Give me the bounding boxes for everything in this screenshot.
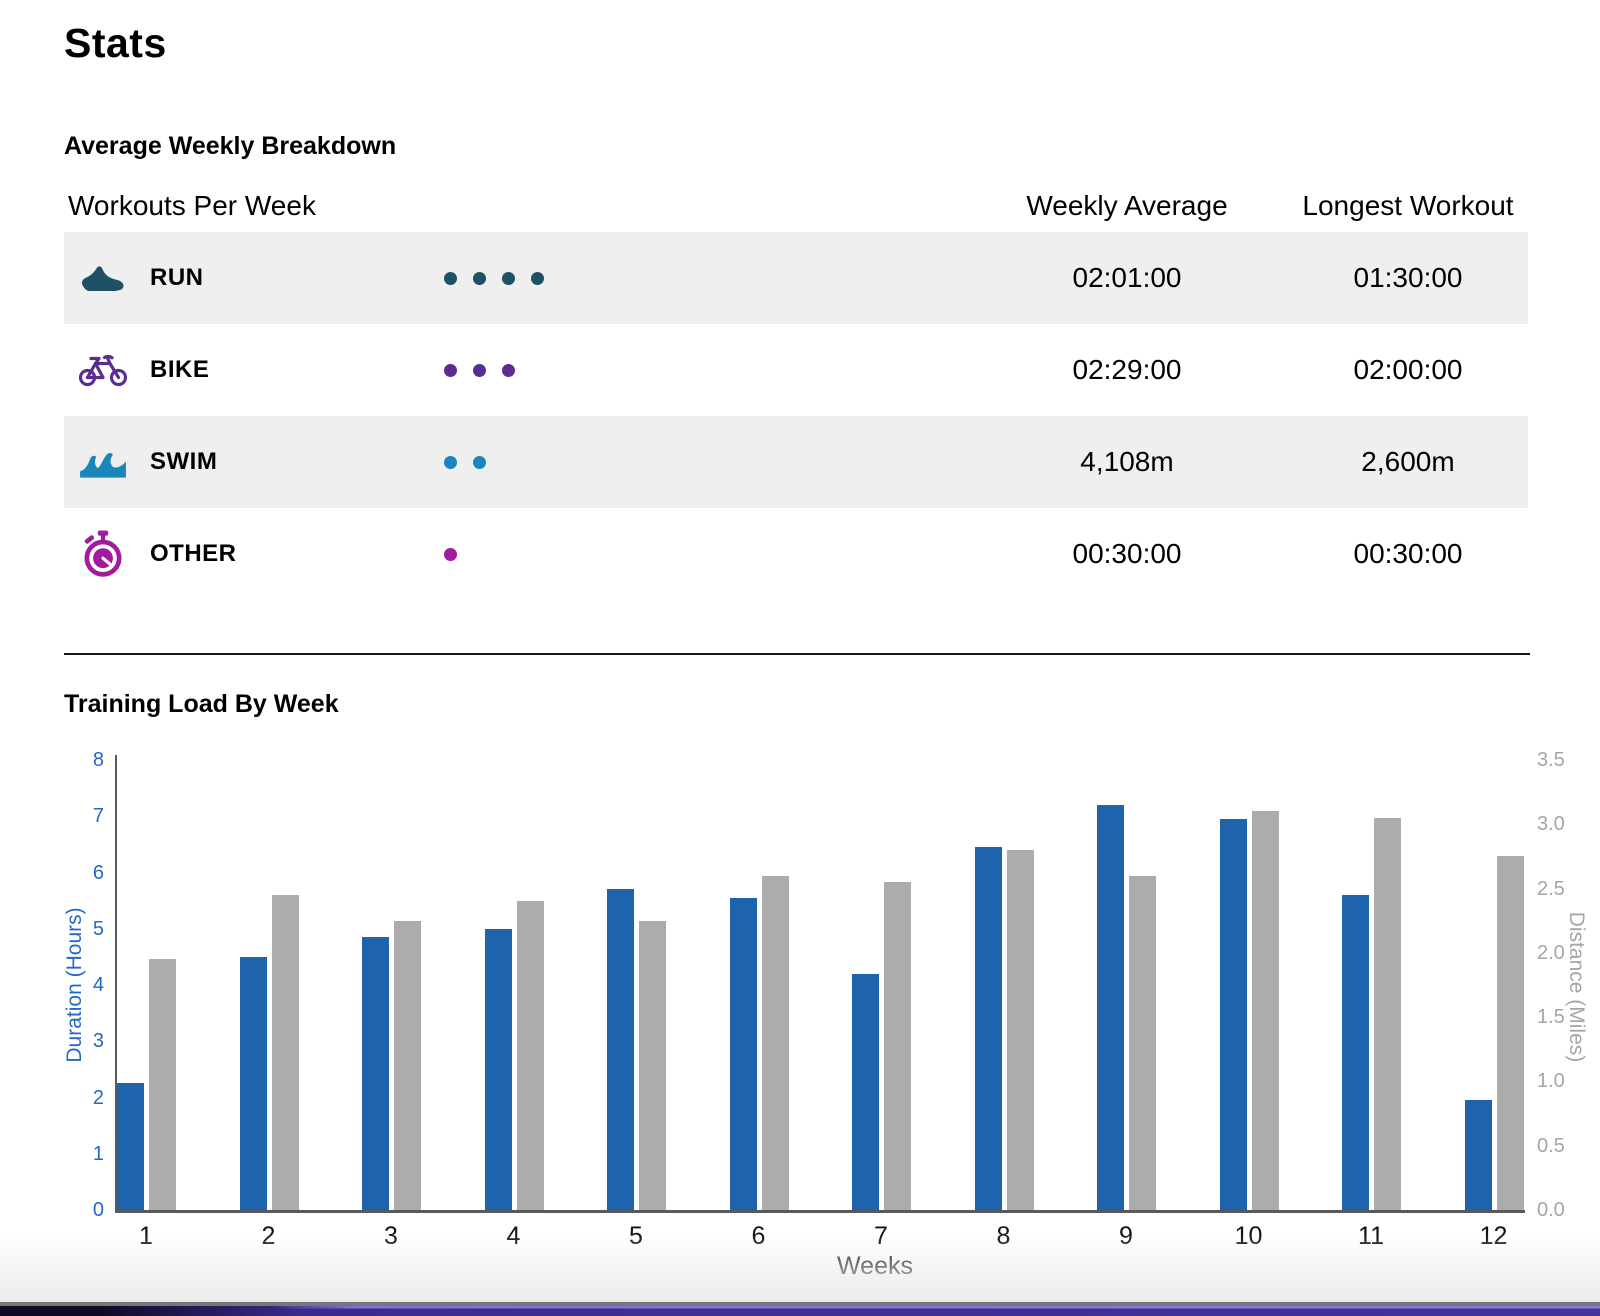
- duration-bar-week-2: [239, 956, 267, 1210]
- duration-bar-week-9: [1097, 805, 1124, 1210]
- stopwatch-icon: [78, 530, 128, 577]
- distance-bar-week-8: [1006, 850, 1034, 1210]
- distance-bar-week-6: [761, 875, 789, 1210]
- activity-label: OTHER: [150, 540, 237, 567]
- column-header-workouts-per-week: Workouts Per Week: [68, 190, 316, 221]
- left-axis-line: [115, 755, 117, 1213]
- workouts-per-week-dots: [444, 508, 457, 600]
- distance-bar-week-9: [1129, 875, 1156, 1210]
- table-row: SWIM 4,108m 2,600m: [64, 416, 1528, 508]
- distance-bar-week-1: [149, 959, 176, 1210]
- weekly-average-value: 02:29:00: [1072, 354, 1182, 385]
- table-row: OTHER 00:30:00 00:30:00: [64, 508, 1528, 600]
- run-shoe-icon: [78, 255, 128, 301]
- distance-bar-week-2: [271, 895, 299, 1210]
- activity-label: RUN: [150, 264, 204, 291]
- workout-dot: [444, 455, 457, 469]
- left-axis-tick: 8: [92, 749, 104, 771]
- left-axis-tick: 1: [92, 1142, 104, 1165]
- left-axis-tick: 6: [92, 861, 104, 884]
- right-axis-tick: 3.5: [1537, 749, 1565, 771]
- duration-bar-week-8: [974, 847, 1002, 1210]
- left-axis-tick: 4: [92, 974, 104, 996]
- distance-bar-week-12: [1496, 856, 1524, 1210]
- weekly-average-value: 4,108m: [1080, 446, 1174, 477]
- longest-workout-value: 2,600m: [1361, 446, 1455, 477]
- breakdown-heading: Average Weekly Breakdown: [64, 132, 397, 160]
- window-edge-line: [0, 1302, 1600, 1306]
- duration-bar-week-10: [1219, 819, 1247, 1210]
- duration-bar-week-7: [852, 973, 879, 1210]
- workout-dot: [444, 271, 457, 285]
- duration-bar-week-11: [1342, 895, 1369, 1210]
- workout-dot: [444, 547, 457, 561]
- right-axis-tick: 2.5: [1537, 877, 1565, 900]
- workout-dot: [502, 363, 515, 377]
- bike-icon: [78, 347, 128, 393]
- distance-bar-week-4: [516, 901, 544, 1210]
- left-axis-tick: 7: [92, 805, 104, 828]
- duration-bar-week-4: [484, 928, 512, 1210]
- right-axis-tick: 1.5: [1537, 1006, 1565, 1029]
- weekly-average-value: 00:30:00: [1072, 538, 1182, 569]
- column-header-longest-workout: Longest Workout: [1302, 190, 1514, 221]
- background-window-edge: [0, 1306, 1600, 1316]
- distance-bar-week-11: [1374, 817, 1401, 1210]
- chart-title: Training Load By Week: [64, 690, 339, 718]
- distance-bar-week-5: [639, 920, 666, 1210]
- activity-label: SWIM: [150, 448, 218, 475]
- distance-bar-week-7: [884, 882, 911, 1210]
- page-bottom-shading: [0, 1233, 1600, 1302]
- workout-dot: [502, 271, 515, 285]
- right-axis-tick: 0.5: [1537, 1134, 1565, 1157]
- workouts-per-week-dots: [444, 324, 515, 416]
- right-axis-label: Distance (Miles): [1565, 911, 1588, 1063]
- workout-dot: [473, 455, 486, 469]
- right-axis-tick: 2.0: [1537, 941, 1565, 964]
- longest-workout-value: 02:00:00: [1353, 354, 1463, 385]
- column-header-weekly-average: Weekly Average: [1026, 190, 1228, 221]
- left-axis-tick: 2: [92, 1086, 104, 1109]
- table-row: BIKE 02:29:00 02:00:00: [64, 324, 1528, 416]
- weekly-average-value: 02:01:00: [1072, 262, 1182, 293]
- x-axis-line: [115, 1210, 1525, 1213]
- duration-bar-week-1: [117, 1083, 144, 1210]
- activity-label: BIKE: [150, 356, 210, 383]
- duration-bar-week-12: [1464, 1100, 1492, 1210]
- left-axis-tick: 3: [92, 1030, 104, 1053]
- table-row: RUN 02:01:00 01:30:00: [64, 232, 1528, 324]
- left-axis-tick: 5: [92, 917, 104, 940]
- longest-workout-value: 00:30:00: [1353, 538, 1463, 569]
- duration-bar-week-5: [607, 889, 634, 1210]
- breakdown-table: RUN 02:01:00 01:30:00 BIKE 02:29:00 02:00:00 S…: [64, 232, 1528, 600]
- workout-dot: [531, 271, 544, 285]
- swim-wave-icon: [78, 439, 128, 485]
- right-axis-tick: 0.0: [1537, 1199, 1565, 1221]
- workout-dot: [473, 271, 486, 285]
- duration-bar-week-6: [729, 897, 757, 1210]
- right-axis-tick: 1.0: [1537, 1070, 1565, 1093]
- longest-workout-value: 01:30:00: [1353, 262, 1463, 293]
- distance-bar-week-3: [394, 920, 421, 1210]
- left-axis-tick: 0: [92, 1199, 104, 1221]
- workouts-per-week-dots: [444, 232, 544, 324]
- section-divider: [64, 653, 1530, 655]
- workout-dot: [444, 363, 457, 377]
- duration-bar-week-3: [362, 937, 389, 1210]
- workouts-per-week-dots: [444, 416, 486, 508]
- distance-bar-week-10: [1251, 811, 1279, 1210]
- right-axis-tick: 3.0: [1537, 813, 1565, 836]
- page-title: Stats: [64, 20, 167, 66]
- workout-dot: [473, 363, 486, 377]
